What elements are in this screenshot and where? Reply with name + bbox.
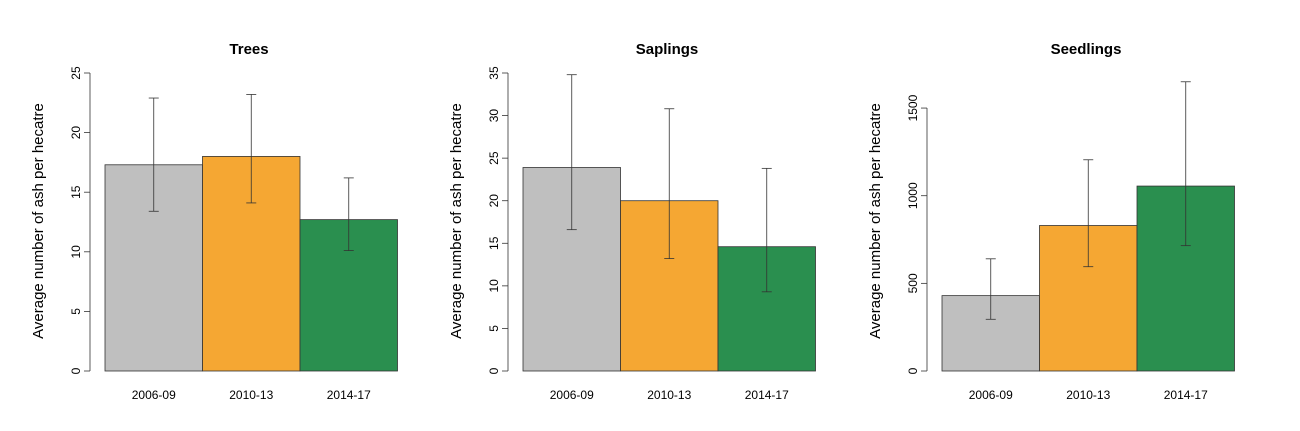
x-tick-label: 2010-13 — [229, 388, 273, 402]
x-tick-label: 2006-09 — [969, 388, 1013, 402]
y-axis-label: Average number of ash per hecatre — [867, 103, 884, 339]
y-tick-label: 0 — [906, 367, 920, 374]
y-tick-label: 30 — [487, 109, 501, 123]
y-tick-label: 10 — [487, 279, 501, 293]
y-tick-label: 35 — [487, 66, 501, 80]
y-tick-label: 1500 — [906, 94, 920, 121]
x-tick-label: 2006-09 — [132, 388, 176, 402]
y-tick-label: 5 — [69, 308, 83, 315]
y-tick-label: 20 — [487, 194, 501, 208]
panel-seedlings: Seedlings Average number of ash per heca… — [867, 41, 1235, 402]
plot-area: 0 500 1000 1500 2006-09 2010-13 2014-17 — [906, 81, 1235, 402]
chart-title: Seedlings — [1051, 41, 1122, 58]
x-tick-label: 2006-09 — [550, 388, 594, 402]
x-tick-label: 2014-17 — [1164, 388, 1208, 402]
x-tick-label: 2014-17 — [745, 388, 789, 402]
y-tick-label: 15 — [487, 236, 501, 250]
y-tick-label: 0 — [69, 367, 83, 374]
y-tick-label: 5 — [487, 325, 501, 332]
chart-title: Trees — [229, 41, 268, 58]
plot-area: 0 5 10 15 20 25 2006-09 2010-13 2014-17 — [69, 66, 398, 402]
chart-title: Saplings — [636, 41, 699, 58]
y-axis-label: Average number of ash per hecatre — [30, 103, 47, 339]
y-tick-label: 20 — [69, 126, 83, 140]
plot-area: 0 5 10 15 20 25 30 35 2006-09 2010-13 2014-17 — [487, 66, 816, 402]
x-tick-label: 2014-17 — [327, 388, 371, 402]
x-tick-label: 2010-13 — [1066, 388, 1110, 402]
y-tick-label: 25 — [487, 151, 501, 165]
y-tick-label: 15 — [69, 185, 83, 199]
y-tick-label: 1000 — [906, 182, 920, 209]
y-axis-label: Average number of ash per hecatre — [448, 103, 465, 339]
y-tick-label: 500 — [906, 273, 920, 293]
x-tick-label: 2010-13 — [647, 388, 691, 402]
y-tick-label: 0 — [487, 367, 501, 374]
panel-saplings: Saplings Average number of ash per hecat… — [448, 41, 816, 402]
y-tick-label: 25 — [69, 66, 83, 80]
panel-trees: Trees Average number of ash per hecatre … — [30, 41, 398, 402]
y-tick-label: 10 — [69, 245, 83, 259]
